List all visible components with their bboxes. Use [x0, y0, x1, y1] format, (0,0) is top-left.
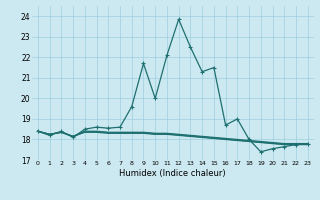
X-axis label: Humidex (Indice chaleur): Humidex (Indice chaleur) [119, 169, 226, 178]
